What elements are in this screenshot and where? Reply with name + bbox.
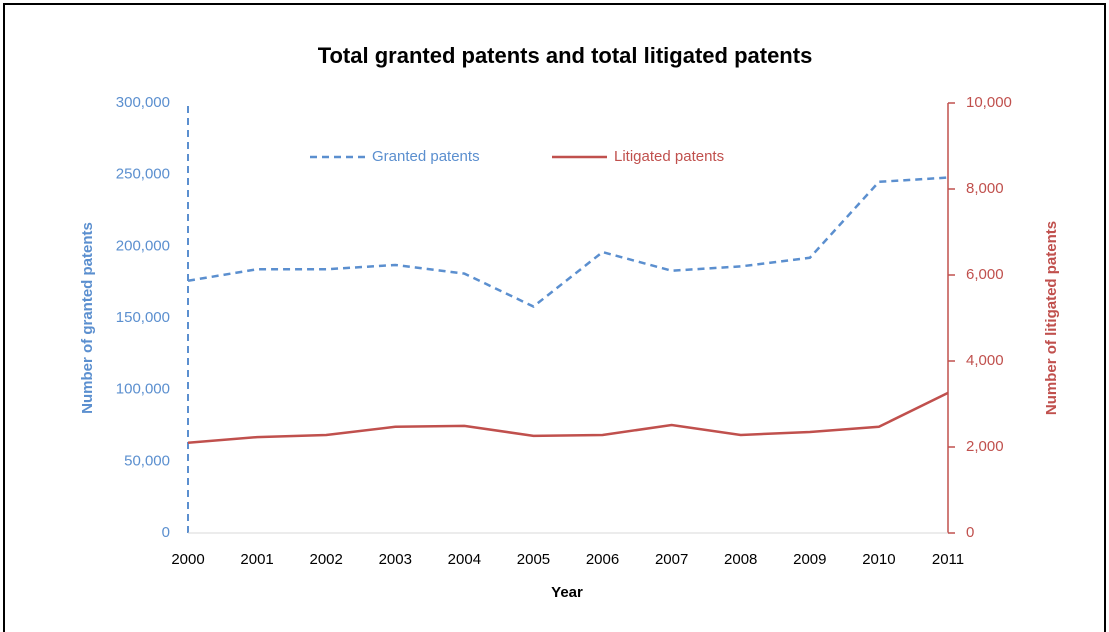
x-tick-label: 2006 (586, 551, 619, 568)
y-tick-label: 200,000 (116, 237, 170, 254)
x-tick-label: 2011 (932, 551, 964, 568)
y-tick-label: 150,000 (116, 309, 170, 326)
y2-tick-label: 0 (966, 524, 974, 541)
y-tick-label: 100,000 (116, 381, 170, 398)
x-tick-label: 2008 (724, 551, 757, 568)
x-axis-label: Year (551, 584, 583, 601)
x-tick-label: 2002 (309, 551, 342, 568)
x-tick-label: 2000 (171, 551, 204, 568)
y2-tick-label: 2,000 (966, 438, 1004, 455)
series-line (187, 176, 949, 308)
x-tick-label: 2007 (655, 551, 688, 568)
legend-label: Litigated patents (614, 148, 724, 165)
chart-title: Total granted patents and total litigate… (318, 43, 813, 68)
y2-axis-label: Number of litigated patents (1043, 221, 1060, 415)
y-tick-label: 250,000 (116, 166, 170, 183)
legend-label: Granted patents (372, 148, 480, 165)
x-tick-label: 2003 (379, 551, 412, 568)
y-axis-label: Number of granted patents (79, 222, 96, 414)
x-tick-label: 2005 (517, 551, 550, 568)
y2-tick-label: 10,000 (966, 94, 1012, 111)
x-tick-label: 2009 (793, 551, 826, 568)
x-tick-label: 2010 (862, 551, 895, 568)
y-tick-label: 0 (162, 524, 170, 541)
x-tick-label: 2004 (448, 551, 481, 568)
y-tick-label: 300,000 (116, 94, 170, 111)
y2-tick-label: 4,000 (966, 352, 1004, 369)
y2-tick-label: 6,000 (966, 266, 1004, 283)
series-line (187, 391, 949, 444)
y-tick-label: 50,000 (124, 452, 170, 469)
x-tick-label: 2001 (240, 551, 273, 568)
y2-tick-label: 8,000 (966, 180, 1004, 197)
